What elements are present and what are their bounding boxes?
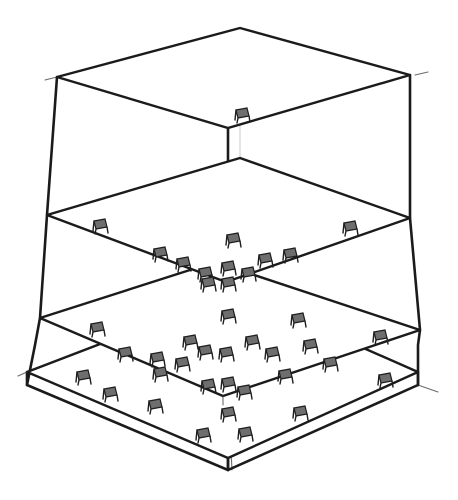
furniture-mark-level-2-8 <box>322 356 339 373</box>
furniture-mark-base-floor-3 <box>195 427 212 444</box>
furniture-mark-level-2-17 <box>244 334 261 351</box>
furniture-mark-base-floor-1 <box>75 369 92 386</box>
furniture-mark-level-3-12 <box>257 252 274 269</box>
furniture-mark-level-3-10 <box>200 276 217 293</box>
furniture-mark-base-floor-2 <box>147 398 164 415</box>
furniture-mark-level-2-10 <box>174 356 191 373</box>
furniture-mark-level-2-16 <box>117 346 134 363</box>
furniture-mark-base-floor-7 <box>220 406 237 423</box>
furniture-mark-level-2-15 <box>152 366 169 383</box>
furniture-mark-level-2-4 <box>372 329 389 346</box>
top-lid-plane <box>55 26 412 130</box>
furniture-marks <box>75 107 394 444</box>
furniture-mark-level-2-2 <box>220 308 237 325</box>
furniture-mark-level-2-9 <box>149 351 166 368</box>
furniture-mark-level-3-9 <box>220 276 237 293</box>
furniture-mark-level-3-5 <box>342 220 359 237</box>
furniture-mark-level-2-6 <box>218 346 235 363</box>
furniture-mark-level-2-18 <box>182 334 199 351</box>
furniture-mark-base-floor-8 <box>102 386 119 403</box>
furniture-mark-level-3-1 <box>92 218 109 235</box>
furniture-mark-level-3-2 <box>152 246 169 263</box>
furniture-mark-base-floor-5 <box>292 405 309 422</box>
furniture-mark-level-2-13 <box>236 384 253 401</box>
furniture-mark-level-2-1 <box>89 321 106 338</box>
furniture-mark-level-2-12 <box>200 378 217 395</box>
furniture-mark-base-floor-6 <box>377 372 394 389</box>
furniture-mark-base-floor-4 <box>237 426 254 443</box>
furniture-mark-level-3-4 <box>282 247 299 264</box>
furniture-mark-level-2-7 <box>264 346 281 363</box>
furniture-mark-level-3-7 <box>220 260 237 277</box>
furniture-mark-level-2-19 <box>302 338 319 355</box>
furniture-mark-level-3-11 <box>175 256 192 273</box>
furniture-mark-level-3-8 <box>240 266 257 283</box>
furniture-mark-top-lid-1 <box>234 107 251 124</box>
furniture-mark-level-2-14 <box>277 368 294 385</box>
furniture-mark-level-2-3 <box>290 312 307 329</box>
level-3-plane <box>45 156 412 284</box>
furniture-mark-level-3-3 <box>225 232 242 249</box>
furniture-mark-level-2-5 <box>197 344 214 361</box>
furniture-mark-level-2-11 <box>220 376 237 393</box>
